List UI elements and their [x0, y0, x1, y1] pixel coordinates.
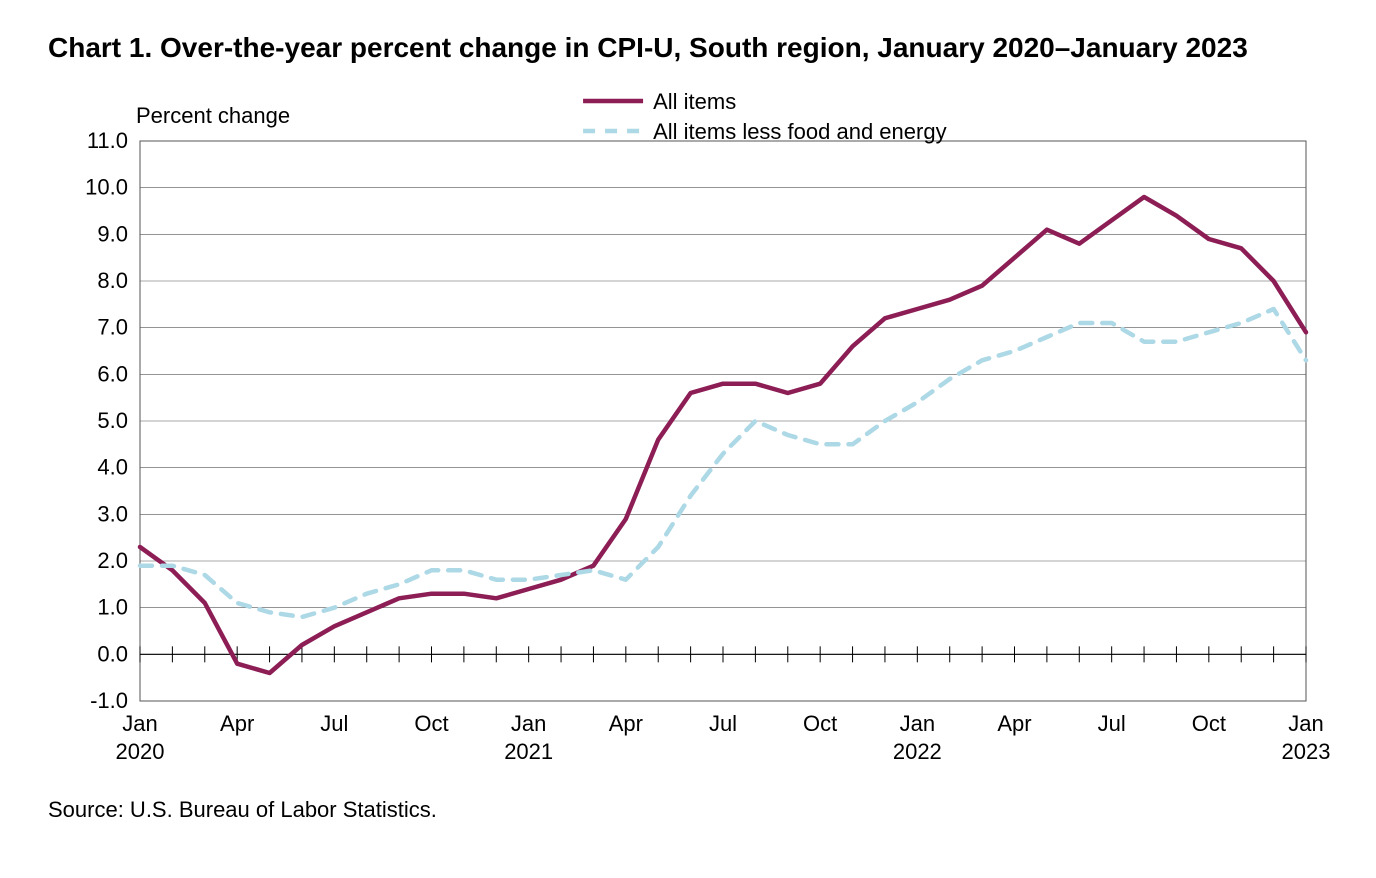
y-tick-label: 4.0: [97, 455, 128, 480]
legend-label: All items: [653, 89, 736, 114]
x-tick-label: Jan: [900, 711, 935, 736]
x-tick-year: 2020: [116, 739, 165, 764]
y-tick-label: 1.0: [97, 595, 128, 620]
chart-title: Chart 1. Over-the-year percent change in…: [48, 30, 1248, 65]
x-tick-label: Jul: [709, 711, 737, 736]
x-tick-label: Oct: [1192, 711, 1226, 736]
x-tick-label: Apr: [997, 711, 1031, 736]
y-tick-label: 6.0: [97, 361, 128, 386]
y-tick-label: 9.0: [97, 221, 128, 246]
cpi-line-chart: -1.0 0.0 1.0 2.0 3.0 4.0 5.0 6.0 7.0 8.0 9.0 10.0 11…: [40, 71, 1336, 791]
y-tick-label: 10.0: [85, 175, 128, 200]
y-tick-label: 8.0: [97, 268, 128, 293]
x-tick-label: Oct: [803, 711, 837, 736]
legend-label: All items less food and energy: [653, 119, 947, 144]
x-tick-label: Jan: [1288, 711, 1323, 736]
y-tick-label: 11.0: [87, 128, 128, 153]
x-tick-label: Jan: [511, 711, 546, 736]
x-tick-label: Apr: [609, 711, 643, 736]
y-tick-label: 0.0: [97, 641, 128, 666]
x-tick-label: Jul: [320, 711, 348, 736]
y-tick-label: 7.0: [97, 315, 128, 340]
y-tick-label: 3.0: [97, 501, 128, 526]
x-tick-year: 2023: [1282, 739, 1331, 764]
y-tick-label: 2.0: [97, 548, 128, 573]
x-tick-label: Jan: [122, 711, 157, 736]
chart-source: Source: U.S. Bureau of Labor Statistics.: [48, 797, 1336, 823]
x-tick-label: Jul: [1098, 711, 1126, 736]
x-tick-year: 2022: [893, 739, 942, 764]
y-axis-title: Percent change: [136, 103, 290, 128]
y-tick-label: -1.0: [90, 688, 128, 713]
x-tick-year: 2021: [504, 739, 553, 764]
x-tick-label: Apr: [220, 711, 254, 736]
x-tick-label: Oct: [414, 711, 448, 736]
y-tick-label: 5.0: [97, 408, 128, 433]
